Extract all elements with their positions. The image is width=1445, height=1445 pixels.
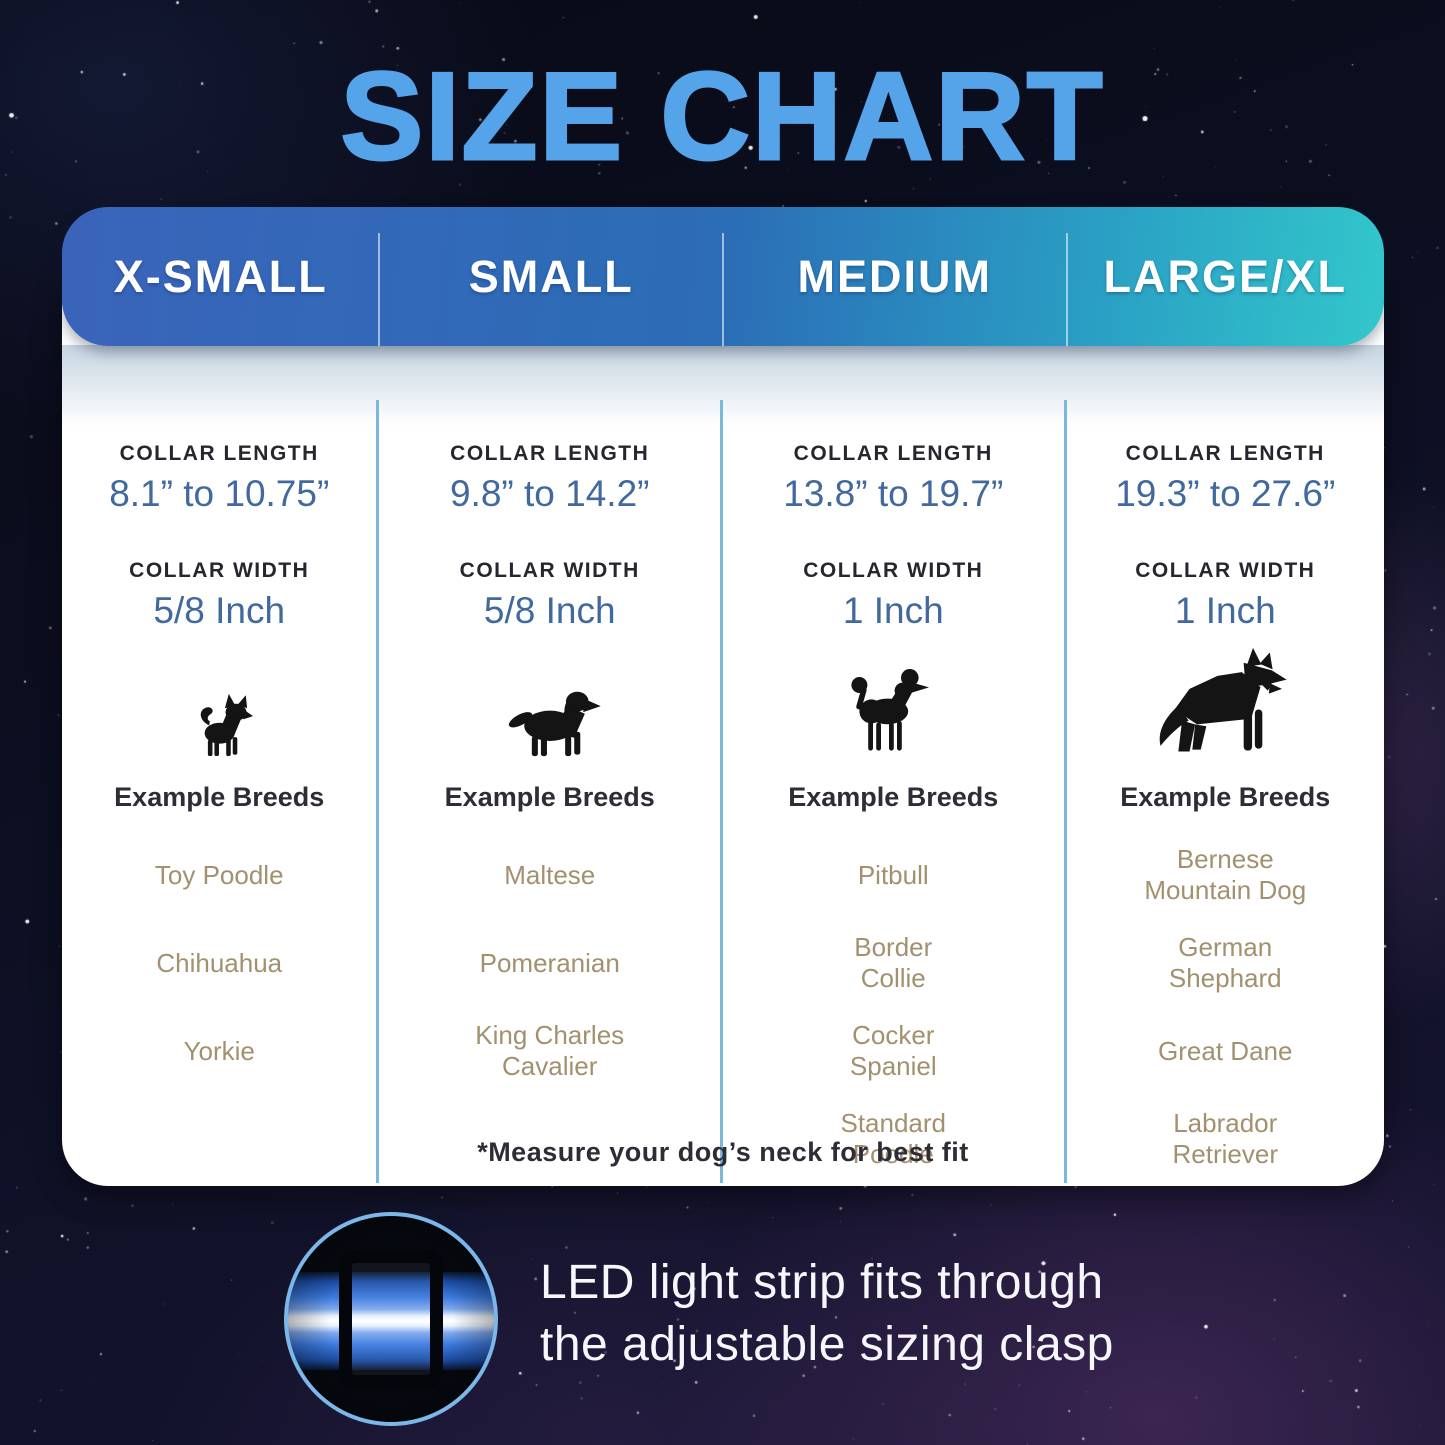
size-label: X-SMALL — [113, 250, 328, 302]
breed-name: Bernese Mountain Dog — [1144, 844, 1307, 905]
callout-text: LED light strip fits through the adjusta… — [540, 1252, 1114, 1377]
list-item: King Charles Cavalier — [379, 1007, 720, 1095]
breed-list: Bernese Mountain Dog German Shephard Gre… — [1067, 831, 1384, 1183]
collar-width-value: 5/8 Inch — [153, 590, 286, 631]
collar-width-label: COLLAR WIDTH — [129, 559, 310, 582]
german-shepherd-icon — [1149, 646, 1301, 758]
breed-name: German Shephard — [1168, 932, 1282, 993]
chihuahua-icon — [183, 646, 255, 758]
breed-name: Pitbull — [857, 859, 929, 890]
size-chart-header: X-SMALL SMALL MEDIUM LARGE/XL — [62, 207, 1384, 346]
column-large-xl: COLLAR LENGTH 19.3” to 27.6” COLLAR WIDT… — [1067, 400, 1384, 1183]
collar-length-label: COLLAR LENGTH — [1125, 442, 1325, 465]
breed-list: Pitbull Border Collie Cocker Spaniel Sta… — [723, 831, 1064, 1183]
list-item: Cocker Spaniel — [723, 1007, 1064, 1095]
size-chart-card: COLLAR LENGTH 8.1” to 10.75” COLLAR WIDT… — [62, 207, 1384, 1186]
list-item: Great Dane — [1067, 1007, 1384, 1095]
clasp-callout: LED light strip fits through the adjusta… — [0, 1200, 1445, 1445]
list-item: Pomeranian — [379, 919, 720, 1007]
breed-name: Border Collie — [854, 932, 933, 993]
example-breeds-label: Example Breeds — [444, 782, 655, 812]
list-item: Border Collie — [723, 919, 1064, 1007]
example-breeds-label: Example Breeds — [788, 782, 999, 812]
callout-line-1: LED light strip fits through — [540, 1256, 1104, 1309]
breed-name: Standard Poodle — [840, 1108, 947, 1169]
collar-clasp-photo — [284, 1212, 498, 1426]
size-label: SMALL — [468, 250, 634, 302]
collar-length-value: 13.8” to 19.7” — [783, 473, 1004, 514]
list-item: Chihuahua — [62, 919, 376, 1007]
list-item: Pitbull — [723, 831, 1064, 919]
breed-name: Yorkie — [183, 1035, 255, 1066]
collar-length-label: COLLAR LENGTH — [119, 442, 319, 465]
column-medium: COLLAR LENGTH 13.8” to 19.7” COLLAR WIDT… — [723, 400, 1067, 1183]
column-small: COLLAR LENGTH 9.8” to 14.2” COLLAR WIDTH… — [379, 400, 723, 1183]
poodle-icon — [841, 646, 945, 758]
cavalier-spaniel-icon — [497, 646, 603, 758]
collar-width-value: 5/8 Inch — [483, 590, 616, 631]
collar-width-value: 1 Inch — [842, 590, 944, 631]
page-title: SIZE CHART — [339, 47, 1105, 188]
collar-width-label: COLLAR WIDTH — [459, 559, 640, 582]
breed-name: Cocker Spaniel — [849, 1020, 937, 1081]
collar-length-value: 8.1” to 10.75” — [109, 473, 330, 514]
list-item: German Shephard — [1067, 919, 1384, 1007]
breed-name: Maltese — [504, 859, 596, 890]
measure-footnote: *Measure your dog’s neck for best fit — [477, 1137, 969, 1167]
breed-name: Great Dane — [1158, 1035, 1293, 1066]
header-cell-medium: MEDIUM — [723, 207, 1068, 346]
size-label: MEDIUM — [797, 250, 992, 302]
list-item: Toy Poodle — [62, 831, 376, 919]
column-x-small: COLLAR LENGTH 8.1” to 10.75” COLLAR WIDT… — [62, 400, 380, 1183]
breed-name: Chihuahua — [156, 947, 283, 978]
list-item: Maltese — [379, 831, 720, 919]
breed-name: King Charles Cavalier — [475, 1020, 625, 1081]
breed-name: Toy Poodle — [154, 859, 284, 890]
header-cell-small: SMALL — [379, 207, 724, 346]
collar-width-label: COLLAR WIDTH — [1135, 559, 1316, 582]
list-item: Yorkie — [62, 1007, 376, 1095]
list-item: Standard Poodle — [723, 1095, 1064, 1183]
collar-length-value: 9.8” to 14.2” — [449, 473, 650, 514]
breed-name: Labrador Retriever — [1172, 1108, 1278, 1169]
list-item: Bernese Mountain Dog — [1067, 831, 1384, 919]
callout-line-2: the adjustable sizing clasp — [540, 1318, 1114, 1372]
breed-list: Toy Poodle Chihuahua Yorkie — [62, 831, 376, 1095]
header-cell-x-small: X-SMALL — [62, 207, 381, 346]
example-breeds-label: Example Breeds — [114, 782, 325, 812]
photo-vignette — [288, 1216, 494, 1422]
size-chart-body: COLLAR LENGTH 8.1” to 10.75” COLLAR WIDT… — [62, 262, 1384, 1186]
collar-width-value: 1 Inch — [1174, 590, 1276, 631]
size-columns: COLLAR LENGTH 8.1” to 10.75” COLLAR WIDT… — [62, 400, 1384, 1183]
collar-length-value: 19.3” to 27.6” — [1115, 473, 1336, 514]
breed-name: Pomeranian — [479, 947, 620, 978]
collar-length-label: COLLAR LENGTH — [793, 442, 993, 465]
collar-width-label: COLLAR WIDTH — [803, 559, 984, 582]
breed-list: Maltese Pomeranian King Charles Cavalier — [379, 831, 720, 1095]
size-label: LARGE/XL — [1103, 250, 1348, 302]
collar-length-label: COLLAR LENGTH — [450, 442, 650, 465]
header-cell-large-xl: LARGE/XL — [1067, 207, 1384, 346]
list-item: Labrador Retriever — [1067, 1095, 1384, 1183]
example-breeds-label: Example Breeds — [1120, 782, 1331, 812]
